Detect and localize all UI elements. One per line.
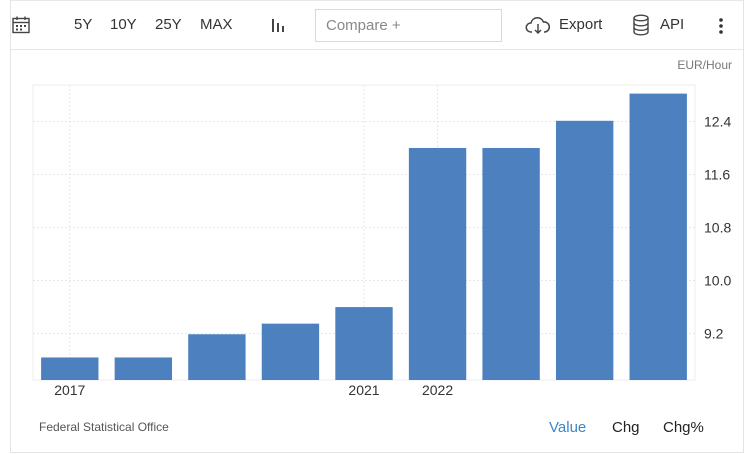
bar-chart-icon[interactable] (268, 15, 288, 35)
bar[interactable] (41, 357, 99, 380)
bar[interactable] (555, 120, 614, 380)
range-max-button[interactable]: MAX (200, 16, 233, 33)
mode-chg-pct-button[interactable]: Chg% (663, 419, 704, 436)
cloud-download-icon[interactable] (525, 16, 551, 36)
bar[interactable] (629, 93, 687, 380)
api-button[interactable]: API (660, 16, 685, 33)
unit-label: EUR/Hour (677, 58, 732, 72)
mode-chg-button[interactable]: Chg (612, 419, 640, 436)
bar[interactable] (188, 334, 246, 380)
database-icon[interactable] (632, 14, 650, 36)
y-tick-label: 12.4 (704, 113, 731, 129)
compare-input[interactable] (315, 9, 502, 42)
toolbar (11, 0, 743, 50)
x-tick-label: 2017 (54, 382, 85, 398)
x-tick-label: 2022 (422, 382, 453, 398)
y-tick-label: 10.0 (704, 273, 731, 289)
bar[interactable] (335, 307, 393, 380)
bar[interactable] (261, 323, 320, 380)
range-5y-button[interactable]: 5Y (74, 16, 93, 33)
x-tick-label: 2021 (348, 382, 379, 398)
more-vertical-icon[interactable] (716, 16, 726, 36)
bar[interactable] (114, 357, 173, 380)
y-tick-label: 10.8 (704, 220, 731, 236)
bar[interactable] (482, 147, 540, 380)
source-label: Federal Statistical Office (39, 420, 169, 434)
range-10y-button[interactable]: 10Y (110, 16, 137, 33)
chart-frame (10, 0, 744, 453)
y-tick-label: 11.6 (704, 166, 730, 182)
calendar-icon[interactable] (11, 15, 31, 35)
range-25y-button[interactable]: 25Y (155, 16, 182, 33)
mode-value-button[interactable]: Value (549, 419, 587, 436)
export-button[interactable]: Export (559, 16, 603, 33)
y-tick-label: 9.2 (704, 326, 724, 342)
bar[interactable] (408, 147, 467, 380)
